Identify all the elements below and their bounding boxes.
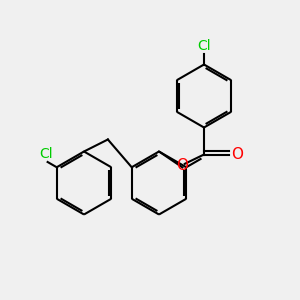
Text: O: O (231, 147, 243, 162)
Text: Cl: Cl (39, 146, 53, 161)
Text: O: O (176, 158, 188, 172)
Text: Cl: Cl (197, 39, 211, 53)
